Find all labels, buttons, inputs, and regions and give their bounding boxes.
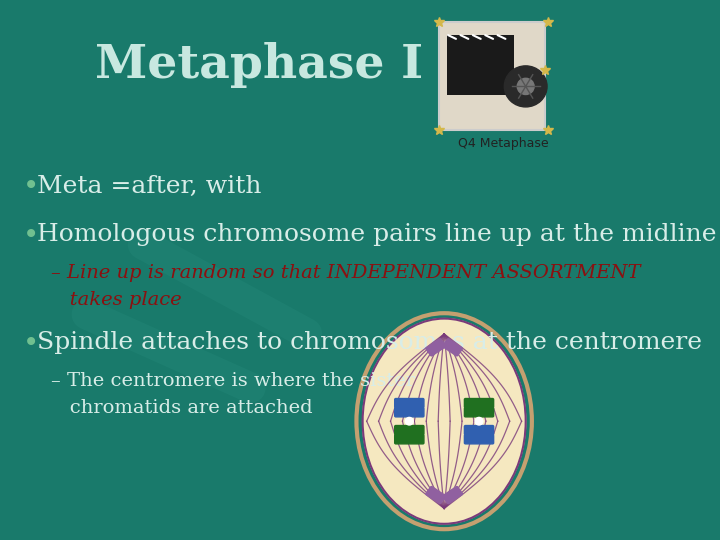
FancyBboxPatch shape <box>395 399 424 408</box>
FancyBboxPatch shape <box>443 487 462 504</box>
FancyBboxPatch shape <box>426 487 446 504</box>
FancyBboxPatch shape <box>426 339 446 356</box>
Text: – The centromere is where the sister: – The centromere is where the sister <box>50 372 415 390</box>
FancyArrowPatch shape <box>87 314 251 388</box>
FancyArrowPatch shape <box>143 244 307 334</box>
Circle shape <box>405 417 413 425</box>
Text: Metaphase I: Metaphase I <box>94 42 423 88</box>
Ellipse shape <box>363 319 526 524</box>
Text: takes place: takes place <box>50 291 181 309</box>
FancyBboxPatch shape <box>464 399 494 408</box>
Text: chromatids are attached: chromatids are attached <box>50 399 312 417</box>
FancyBboxPatch shape <box>464 435 494 444</box>
FancyBboxPatch shape <box>464 408 494 417</box>
FancyBboxPatch shape <box>395 426 424 435</box>
Text: •: • <box>22 221 39 249</box>
FancyBboxPatch shape <box>395 435 424 444</box>
FancyBboxPatch shape <box>447 35 515 94</box>
Circle shape <box>517 78 534 94</box>
Text: Q4 Metaphase: Q4 Metaphase <box>457 137 548 150</box>
Text: •: • <box>22 172 39 200</box>
Text: •: • <box>22 329 39 357</box>
Circle shape <box>504 66 547 107</box>
Text: – Line up is random so that INDEPENDENT ASSORTMENT: – Line up is random so that INDEPENDENT … <box>50 264 640 282</box>
Text: Spindle attaches to chromosomes at the centromere: Spindle attaches to chromosomes at the c… <box>37 332 701 354</box>
FancyBboxPatch shape <box>438 22 545 130</box>
Text: Meta =after, with: Meta =after, with <box>37 175 261 198</box>
FancyBboxPatch shape <box>443 339 462 356</box>
Text: Homologous chromosome pairs line up at the midline: Homologous chromosome pairs line up at t… <box>37 224 716 246</box>
FancyBboxPatch shape <box>464 426 494 435</box>
Circle shape <box>475 417 483 425</box>
FancyBboxPatch shape <box>395 408 424 417</box>
